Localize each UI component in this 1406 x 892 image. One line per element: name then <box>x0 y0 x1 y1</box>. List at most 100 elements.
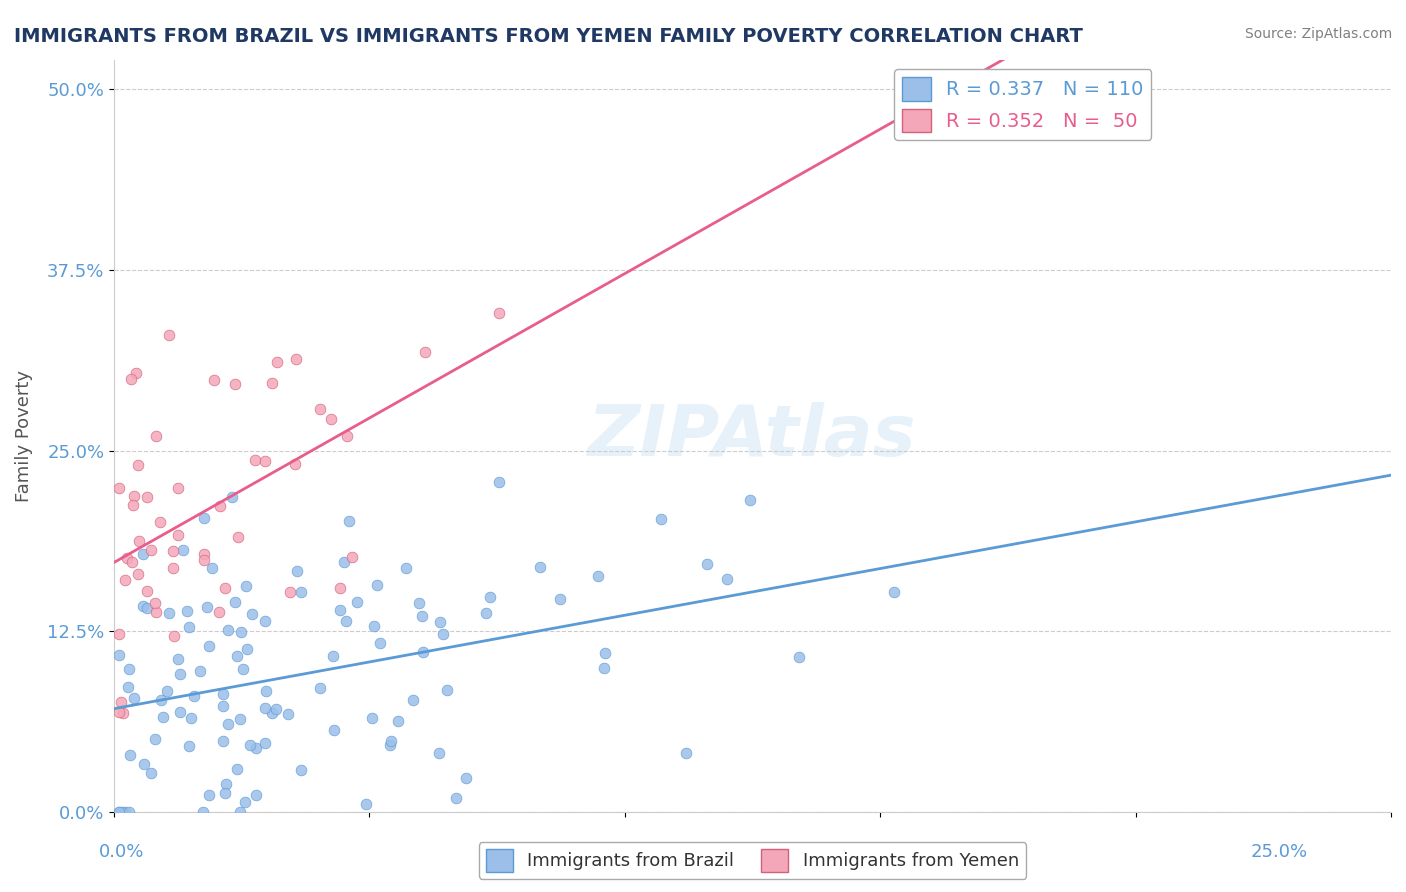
Point <box>243 453 266 467</box>
Legend: R = 0.337   N = 110, R = 0.352   N =  50: R = 0.337 N = 110, R = 0.352 N = 50 <box>894 70 1152 140</box>
Point <box>475 607 498 621</box>
Point <box>254 736 277 750</box>
Point <box>332 555 354 569</box>
Point <box>152 710 174 724</box>
Point <box>132 547 155 561</box>
Point <box>214 786 236 800</box>
Point <box>233 795 256 809</box>
Point <box>197 788 219 802</box>
Point <box>322 723 344 737</box>
Point <box>488 306 510 320</box>
Point <box>135 601 157 615</box>
Point <box>191 805 214 820</box>
Point <box>108 627 131 641</box>
Point <box>115 551 138 566</box>
Point <box>108 648 131 663</box>
Point <box>176 605 198 619</box>
Point <box>125 366 148 380</box>
Point <box>245 741 267 756</box>
Point <box>226 649 249 664</box>
Point <box>253 614 276 628</box>
Point <box>395 560 418 574</box>
Point <box>228 805 250 820</box>
Point <box>169 705 191 719</box>
Point <box>128 534 150 549</box>
Point <box>141 543 163 558</box>
Point <box>262 376 284 391</box>
Point <box>145 605 167 619</box>
Point <box>284 457 307 471</box>
Point <box>387 714 409 729</box>
Point <box>112 706 135 720</box>
Point <box>120 372 142 386</box>
Point <box>217 717 239 731</box>
Point <box>214 581 236 595</box>
Point <box>290 763 312 777</box>
Point <box>157 327 180 342</box>
Point <box>135 583 157 598</box>
Point <box>131 599 153 614</box>
Point <box>183 689 205 703</box>
Point <box>163 629 186 643</box>
Point <box>217 623 239 637</box>
Point <box>240 607 263 621</box>
Point <box>224 376 246 391</box>
Point <box>329 603 352 617</box>
Point <box>118 662 141 676</box>
Point <box>412 645 434 659</box>
Point <box>290 585 312 599</box>
Point <box>277 707 299 722</box>
Text: 0.0%: 0.0% <box>98 843 143 861</box>
Point <box>180 711 202 725</box>
Point <box>454 771 477 785</box>
Point <box>883 585 905 599</box>
Point <box>156 684 179 698</box>
Point <box>193 552 215 566</box>
Point <box>202 373 225 387</box>
Point <box>335 428 357 442</box>
Point <box>366 578 388 592</box>
Point <box>188 665 211 679</box>
Point <box>162 543 184 558</box>
Point <box>212 699 235 714</box>
Point <box>122 489 145 503</box>
Point <box>162 560 184 574</box>
Text: Source: ZipAtlas.com: Source: ZipAtlas.com <box>1244 27 1392 41</box>
Point <box>235 642 257 657</box>
Point <box>118 805 141 820</box>
Point <box>239 738 262 752</box>
Point <box>149 515 172 529</box>
Point <box>278 585 301 599</box>
Point <box>149 693 172 707</box>
Point <box>368 636 391 650</box>
Point <box>211 734 233 748</box>
Point <box>329 582 352 596</box>
Point <box>121 555 143 569</box>
Point <box>110 695 132 709</box>
Point <box>586 569 609 583</box>
Point <box>166 652 188 666</box>
Point <box>111 805 134 820</box>
Point <box>340 549 363 564</box>
Point <box>479 590 502 604</box>
Point <box>201 561 224 575</box>
Point <box>675 746 697 760</box>
Point <box>157 606 180 620</box>
Point <box>114 573 136 587</box>
Point <box>593 661 616 675</box>
Point <box>266 702 288 716</box>
Point <box>166 528 188 542</box>
Point <box>432 627 454 641</box>
Point <box>108 805 131 820</box>
Point <box>117 680 139 694</box>
Point <box>143 596 166 610</box>
Point <box>593 646 616 660</box>
Point <box>285 351 308 366</box>
Point <box>108 481 131 495</box>
Point <box>132 756 155 771</box>
Point <box>322 649 344 664</box>
Point <box>232 662 254 676</box>
Point <box>716 572 738 586</box>
Point <box>650 512 672 526</box>
Point <box>120 747 142 762</box>
